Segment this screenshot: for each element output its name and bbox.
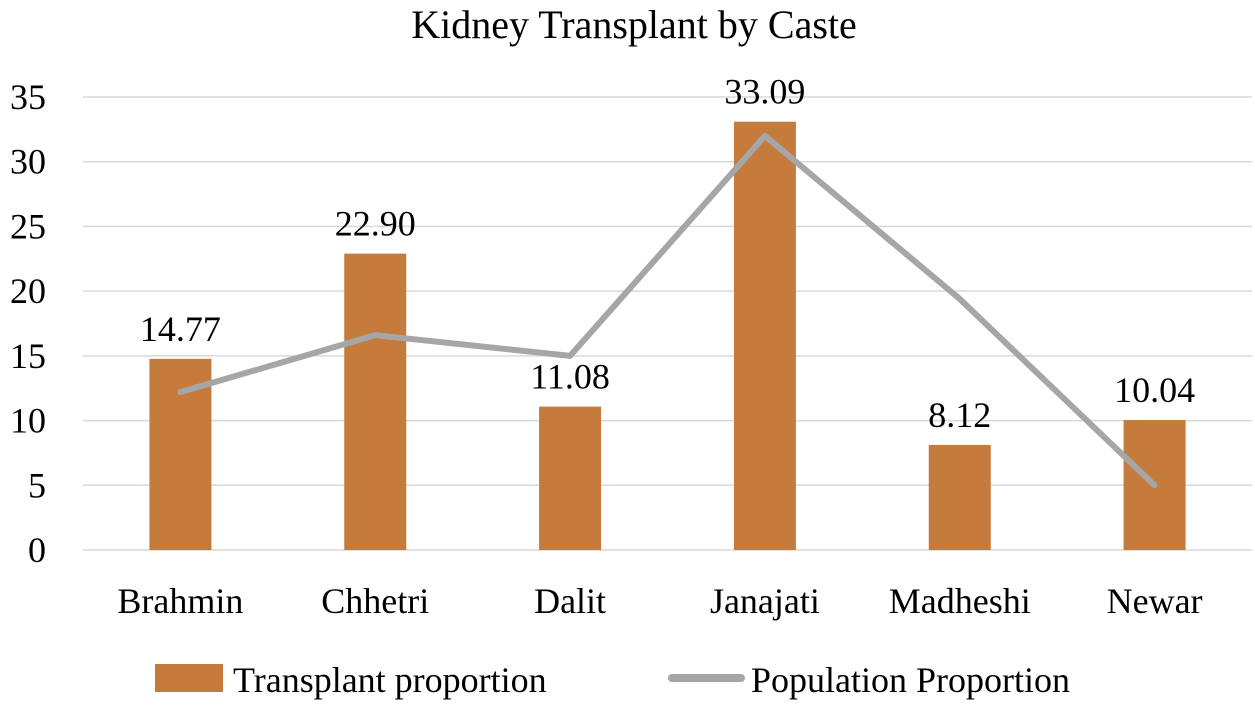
legend-label-population: Population Proportion (751, 660, 1070, 700)
y-axis: 0 5 10 15 20 25 30 35 (10, 77, 46, 570)
x-tick-label: Brahmin (117, 581, 243, 621)
legend-label-transplant: Transplant proportion (233, 660, 547, 700)
x-tick-label: Dalit (534, 581, 606, 621)
legend: Transplant proportion Population Proport… (155, 660, 1070, 700)
y-tick-label: 20 (10, 271, 46, 311)
data-label: 11.08 (530, 357, 610, 397)
population-line (177, 132, 1158, 489)
bar-dalit (539, 406, 602, 550)
bar-madheshi (928, 444, 991, 550)
legend-swatch-transplant (155, 664, 223, 692)
data-label: 8.12 (928, 395, 991, 435)
y-tick-label: 0 (28, 530, 46, 570)
bar-janajati (733, 121, 796, 550)
y-tick-label: 5 (28, 465, 46, 505)
data-label: 22.90 (335, 204, 416, 244)
chart-title: Kidney Transplant by Caste (411, 2, 857, 47)
data-label: 33.09 (724, 72, 805, 112)
data-label: 14.77 (140, 309, 221, 349)
x-tick-label: Newar (1107, 581, 1203, 621)
x-tick-label: Madheshi (889, 581, 1031, 621)
y-tick-label: 25 (10, 206, 46, 246)
line-series (177, 132, 1158, 489)
x-tick-label: Janajati (710, 581, 820, 621)
data-label: 10.04 (1114, 370, 1195, 410)
y-tick-label: 30 (10, 142, 46, 182)
x-tick-label: Chhetri (321, 581, 429, 621)
x-axis: Brahmin Chhetri Dalit Janajati Madheshi Newar (117, 581, 1202, 621)
data-labels: 14.77 22.90 11.08 33.09 8.12 10.04 (140, 72, 1195, 435)
y-tick-label: 10 (10, 401, 46, 441)
grid (83, 96, 1252, 551)
y-tick-label: 35 (10, 77, 46, 117)
y-tick-label: 15 (10, 336, 46, 376)
bar-chhetri (344, 253, 407, 550)
